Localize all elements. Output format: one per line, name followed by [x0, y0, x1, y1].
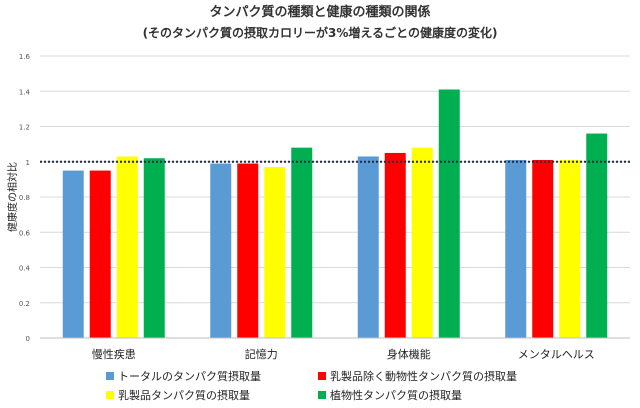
x-category-label: 身体機能 [387, 347, 431, 361]
y-tick-label: 0.4 [19, 265, 31, 273]
bar-3-1 [116, 156, 138, 338]
x-category-label: 記憶力 [245, 347, 278, 361]
y-tick-label: 0.8 [19, 194, 30, 202]
bar-layer [62, 89, 608, 338]
bar-1-3 [357, 156, 379, 338]
legend-swatch [106, 372, 114, 380]
axis-layer: 0 0.2 0.4 0.6 0.8 1 1.2 1.4 1.6 慢性疾患 記憶力 身体機能 メンタルヘル… [19, 53, 630, 361]
bar-3-3 [411, 147, 433, 338]
chart-title: タンパク質の種類と健康の種類の関係 [209, 4, 430, 20]
y-tick-label: 0.2 [19, 300, 30, 308]
bar-4-4 [586, 133, 608, 338]
legend-swatch [318, 372, 326, 380]
bar-1-4 [505, 159, 527, 338]
legend-swatch [106, 391, 114, 399]
bar-1-1 [62, 170, 84, 338]
y-tick-label: 1.2 [19, 124, 30, 132]
legend: トータルのタンパク質摂取量 乳製品除く動物性タンパク質の摂取量乳製品タンパク質の摂… [106, 369, 517, 402]
legend-label: トータルのタンパク質摂取量 [118, 369, 261, 383]
y-axis-label: 健康度の相対比 [6, 162, 19, 232]
bar-2-2 [237, 163, 259, 338]
y-tick-label: 0.6 [19, 229, 31, 237]
grid-layer [40, 55, 630, 339]
bar-3-2 [264, 167, 286, 338]
bar-2-1 [89, 170, 111, 338]
bar-2-3 [384, 152, 406, 338]
legend-label: 植物性タンパク質の摂取量 [330, 388, 462, 402]
legend-label: 乳製品タンパク質の摂取量 [118, 388, 250, 402]
x-category-label: 慢性疾患 [92, 347, 136, 361]
bar-4-2 [291, 147, 313, 338]
legend-swatch [318, 391, 326, 399]
bar-4-3 [438, 89, 460, 338]
bar-4-1 [143, 158, 165, 338]
legend-label: 乳製品除く動物性タンパク質の摂取量 [330, 369, 517, 383]
bar-1-2 [210, 163, 232, 338]
y-tick-label: 1 [26, 159, 30, 167]
y-tick-label: 0 [26, 335, 30, 343]
bar-2-4 [532, 159, 554, 338]
chart-subtitle: (そのタンパク質の摂取カロリーが3%増えるごとの健康度の変化) [143, 25, 498, 40]
x-category-label: メンタルヘルス [518, 348, 595, 361]
bar-3-4 [559, 159, 581, 338]
y-tick-label: 1.6 [19, 53, 31, 61]
y-tick-label: 1.4 [19, 88, 31, 96]
